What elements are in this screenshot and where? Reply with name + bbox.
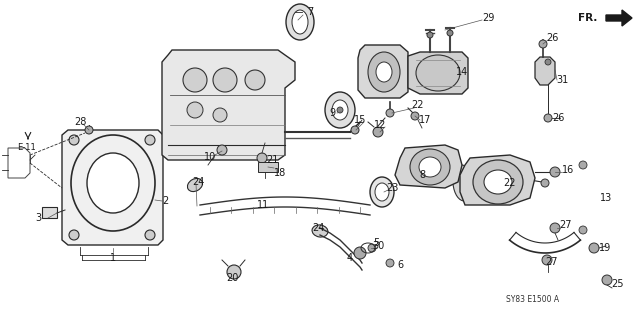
Ellipse shape: [87, 153, 139, 213]
Text: 13: 13: [600, 193, 612, 203]
Circle shape: [386, 259, 394, 267]
Ellipse shape: [187, 179, 203, 192]
Polygon shape: [535, 57, 555, 85]
Text: 19: 19: [599, 243, 611, 253]
Ellipse shape: [484, 170, 512, 194]
Ellipse shape: [332, 100, 348, 120]
Ellipse shape: [368, 52, 400, 92]
Text: 10: 10: [204, 152, 216, 162]
Polygon shape: [460, 155, 535, 205]
Circle shape: [542, 255, 552, 265]
Circle shape: [602, 275, 612, 285]
Polygon shape: [162, 50, 295, 160]
Circle shape: [579, 226, 587, 234]
Polygon shape: [606, 10, 632, 26]
Circle shape: [183, 68, 207, 92]
Text: 29: 29: [482, 13, 494, 23]
Text: 3: 3: [35, 213, 41, 223]
Text: 7: 7: [307, 7, 313, 17]
Circle shape: [85, 126, 93, 134]
Circle shape: [69, 230, 79, 240]
Text: 26: 26: [546, 33, 558, 43]
Circle shape: [427, 32, 433, 38]
Text: 18: 18: [274, 168, 286, 178]
Circle shape: [386, 109, 394, 117]
Text: 9: 9: [329, 108, 335, 118]
Text: 27: 27: [546, 257, 558, 267]
Polygon shape: [408, 52, 468, 94]
Polygon shape: [258, 162, 278, 172]
Circle shape: [589, 243, 599, 253]
Circle shape: [541, 179, 549, 187]
Circle shape: [217, 145, 227, 155]
Ellipse shape: [325, 92, 355, 128]
Text: 20: 20: [225, 273, 238, 283]
Circle shape: [187, 102, 203, 118]
Circle shape: [69, 135, 79, 145]
Text: 1: 1: [110, 253, 116, 263]
Circle shape: [373, 127, 383, 137]
Text: 11: 11: [257, 200, 269, 210]
Text: 17: 17: [419, 115, 431, 125]
Ellipse shape: [375, 183, 389, 201]
Circle shape: [245, 70, 265, 90]
Circle shape: [539, 40, 547, 48]
Circle shape: [354, 247, 366, 259]
Ellipse shape: [473, 160, 523, 204]
Circle shape: [351, 126, 359, 134]
Polygon shape: [358, 45, 408, 98]
Text: 8: 8: [419, 170, 425, 180]
Text: 5: 5: [373, 238, 379, 248]
Text: 12: 12: [374, 120, 386, 130]
Circle shape: [213, 68, 237, 92]
Text: 16: 16: [562, 165, 574, 175]
Text: 15: 15: [354, 115, 366, 125]
Circle shape: [145, 135, 155, 145]
Circle shape: [579, 161, 587, 169]
Ellipse shape: [286, 4, 314, 40]
Text: 26: 26: [552, 113, 564, 123]
Circle shape: [550, 223, 560, 233]
Text: 24: 24: [192, 177, 204, 187]
Circle shape: [368, 244, 376, 252]
Text: 4: 4: [347, 253, 353, 263]
Polygon shape: [62, 130, 163, 245]
Circle shape: [145, 230, 155, 240]
Ellipse shape: [410, 149, 450, 185]
Circle shape: [544, 114, 552, 122]
Text: 27: 27: [559, 220, 571, 230]
Text: 24: 24: [312, 223, 324, 233]
Text: 2: 2: [162, 196, 168, 206]
Circle shape: [447, 30, 453, 36]
Text: 30: 30: [372, 241, 384, 251]
Circle shape: [257, 153, 267, 163]
Text: 21: 21: [266, 155, 278, 165]
Ellipse shape: [376, 62, 392, 82]
Ellipse shape: [292, 10, 308, 34]
Polygon shape: [395, 145, 462, 188]
Circle shape: [411, 112, 419, 120]
Ellipse shape: [416, 55, 460, 91]
Polygon shape: [42, 207, 57, 218]
Ellipse shape: [312, 225, 328, 237]
Text: 22: 22: [504, 178, 516, 188]
Circle shape: [550, 167, 560, 177]
Text: 22: 22: [412, 100, 424, 110]
Text: 31: 31: [556, 75, 568, 85]
Ellipse shape: [419, 157, 441, 177]
Text: 14: 14: [456, 67, 468, 77]
Text: FR.: FR.: [578, 13, 597, 23]
Text: E-11: E-11: [18, 143, 36, 153]
Ellipse shape: [453, 165, 473, 201]
Text: 25: 25: [611, 279, 623, 289]
Text: 6: 6: [397, 260, 403, 270]
Circle shape: [337, 107, 343, 113]
Circle shape: [545, 59, 551, 65]
Ellipse shape: [370, 177, 394, 207]
Circle shape: [213, 108, 227, 122]
Text: 28: 28: [74, 117, 86, 127]
Text: 23: 23: [386, 183, 398, 193]
Circle shape: [227, 265, 241, 279]
Text: SY83 E1500 A: SY83 E1500 A: [506, 295, 559, 305]
